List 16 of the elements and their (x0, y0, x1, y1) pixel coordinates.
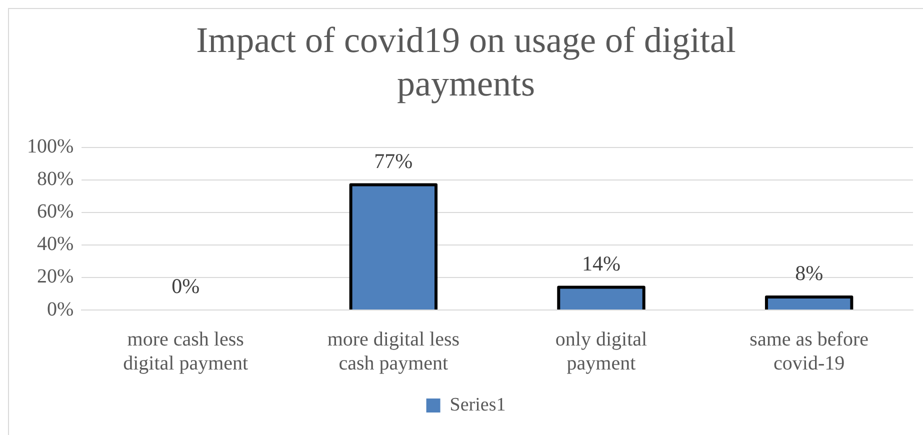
y-tick-label: 80% (36, 168, 74, 190)
y-tick-label: 60% (36, 200, 74, 223)
legend-label: Series1 (450, 394, 506, 416)
text: 14% (582, 251, 620, 276)
x-tick-label: same as before covid-19 (750, 328, 869, 374)
text: 0% (172, 274, 200, 298)
y-tick-label: 0% (46, 298, 74, 320)
chart-title: Impact of covid19 on usage of digital payments (196, 20, 736, 104)
x-tick-label: more cash less digital payment (123, 328, 248, 374)
x-tick-label: only digital payment (555, 328, 648, 374)
x-tick-label: more digital less cash payment (327, 328, 460, 374)
y-tick-label: 40% (36, 233, 74, 256)
y-tick-label: 100% (26, 136, 74, 158)
text: 77% (374, 148, 413, 173)
y-tick-label: 20% (36, 266, 74, 288)
text: 8% (795, 261, 824, 286)
